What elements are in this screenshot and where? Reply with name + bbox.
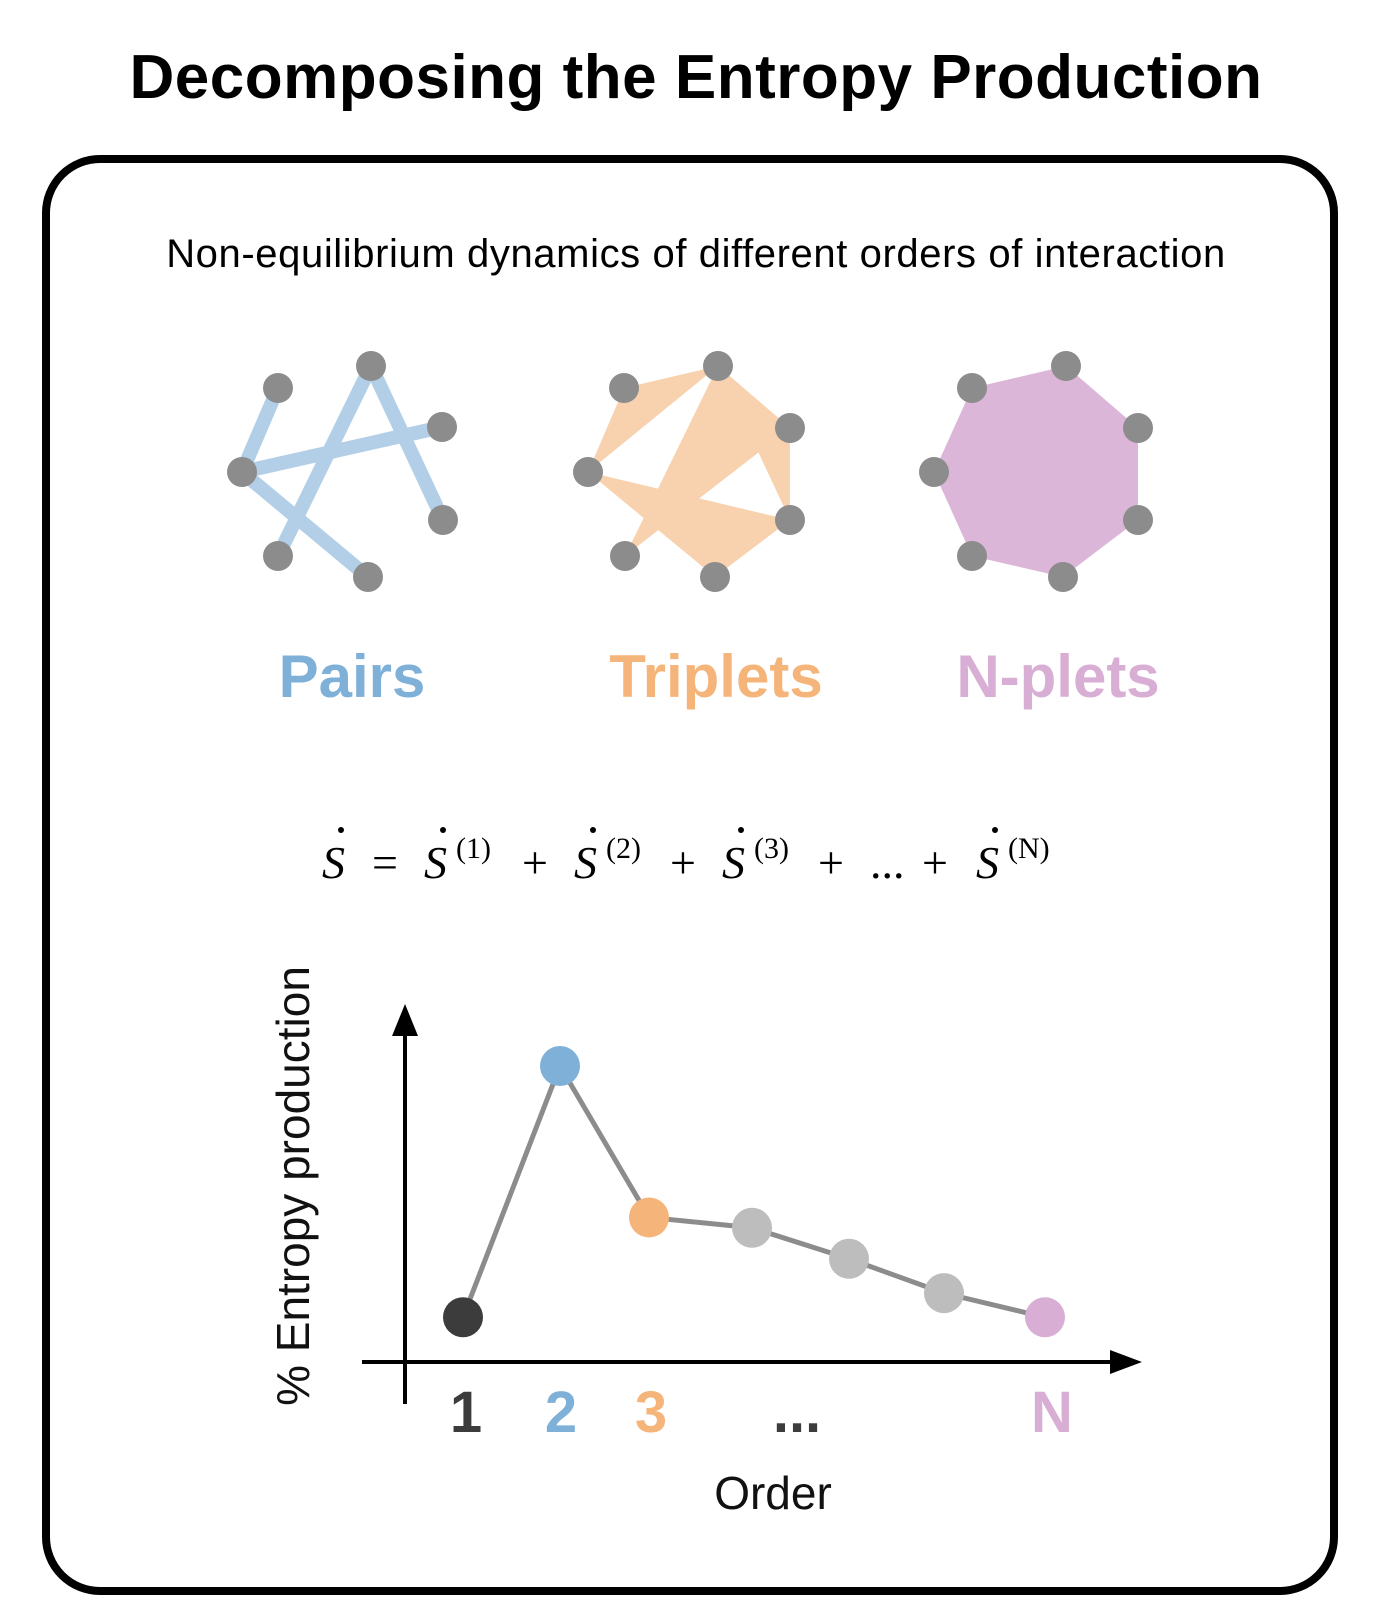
equation-plus: +: [818, 837, 844, 888]
pair-edge: [235, 381, 285, 479]
network-node: [1123, 413, 1153, 443]
equation-term-1-sup: (1): [456, 832, 491, 865]
equation-lhs: S: [322, 837, 345, 888]
network-node: [263, 373, 293, 403]
triplets-network: [573, 351, 805, 592]
page-title: Decomposing the Entropy Production: [129, 43, 1263, 112]
triplets-faces: [588, 366, 790, 577]
equation-term-n: S: [976, 837, 999, 888]
x-tick-n: N: [1031, 1380, 1073, 1445]
content-panel: [42, 155, 1338, 1595]
network-node: [775, 413, 805, 443]
series-point: [443, 1297, 483, 1338]
equation-equals: =: [372, 837, 398, 888]
panel-subtitle: Non-equilibrium dynamics of different or…: [166, 232, 1226, 276]
pairs-label: Pairs: [279, 643, 426, 710]
network-node: [573, 457, 603, 487]
network-node: [356, 351, 386, 381]
network-node: [775, 505, 805, 535]
series-point: [924, 1273, 964, 1314]
series-point: [629, 1197, 669, 1238]
network-node: [957, 541, 987, 571]
pairs-edges: [235, 359, 450, 584]
dot-accent: [992, 827, 998, 833]
entropy-equation: S = S (1) + S (2) + S (3) + ... + S (N): [322, 827, 1050, 888]
triplet-face: [718, 366, 790, 520]
network-node: [1048, 562, 1078, 592]
dot-accent: [738, 827, 744, 833]
network-node: [609, 373, 639, 403]
network-node: [703, 351, 733, 381]
x-axis-label: Order: [714, 1467, 832, 1519]
equation-ellipsis: ...: [870, 837, 905, 888]
network-node: [610, 541, 640, 571]
pair-edge: [364, 359, 450, 527]
network-node: [353, 562, 383, 592]
series-point: [732, 1207, 772, 1248]
dot-accent: [338, 827, 344, 833]
nplets-nodes: [919, 351, 1153, 592]
y-axis-label: % Entropy production: [267, 966, 319, 1406]
dot-accent: [590, 827, 596, 833]
dot-accent: [440, 827, 446, 833]
pair-edge: [271, 359, 378, 563]
x-tick-ellipsis: ...: [773, 1380, 821, 1445]
x-axis-arrow: [1110, 1350, 1142, 1374]
network-node: [263, 541, 293, 571]
pair-edge: [235, 465, 375, 584]
equation-plus: +: [522, 837, 548, 888]
equation-term-3: S: [722, 837, 745, 888]
nplets-label: N-plets: [956, 643, 1159, 710]
network-node: [957, 373, 987, 403]
pairs-network: [227, 351, 458, 592]
equation-plus: +: [670, 837, 696, 888]
series-point: [540, 1046, 580, 1086]
y-axis-arrow: [392, 1004, 418, 1036]
triplets-label: Triplets: [609, 643, 822, 710]
network-node: [428, 505, 458, 535]
network-node: [919, 457, 949, 487]
equation-term-1: S: [424, 837, 447, 888]
nplet-face: [934, 366, 1138, 577]
equation-term-n-sup: (N): [1008, 832, 1050, 865]
x-tick-1: 1: [450, 1380, 482, 1445]
equation-term-3-sup: (3): [754, 832, 789, 865]
network-node: [1123, 505, 1153, 535]
equation-term-2: S: [574, 837, 597, 888]
pairs-nodes: [227, 351, 458, 592]
network-node: [700, 562, 730, 592]
equation-plus: +: [922, 837, 948, 888]
network-node: [227, 457, 257, 487]
triplet-face: [588, 472, 790, 577]
network-node: [427, 412, 457, 442]
entropy-chart: % Entropy production Order 1 2 3 ... N: [267, 966, 1142, 1519]
x-tick-2: 2: [545, 1380, 577, 1445]
series-points: [443, 1046, 1065, 1338]
network-node: [1051, 351, 1081, 381]
nplets-network: [919, 351, 1153, 592]
triplets-nodes: [573, 351, 805, 592]
triplet-face: [588, 366, 718, 472]
series-point: [829, 1238, 869, 1279]
x-tick-3: 3: [635, 1380, 667, 1445]
equation-term-2-sup: (2): [606, 832, 641, 865]
series-point: [1025, 1297, 1065, 1338]
